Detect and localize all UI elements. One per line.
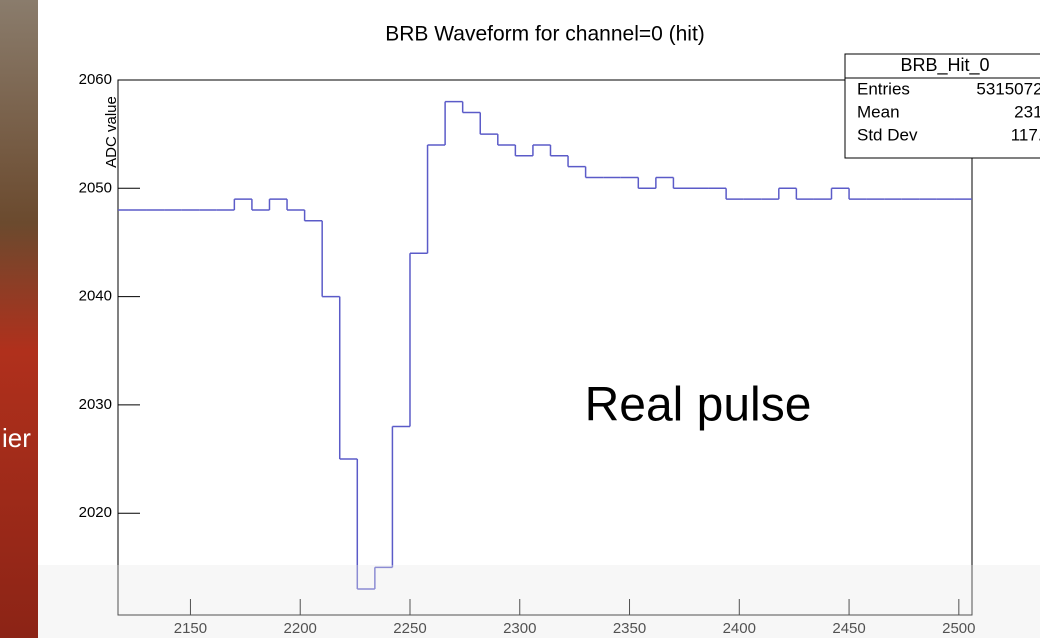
photo-caption: ier bbox=[2, 423, 31, 453]
stats-title: BRB_Hit_0 bbox=[900, 55, 989, 76]
stats-value: 117.8 bbox=[1011, 125, 1040, 144]
stats-value: 53150720 bbox=[976, 79, 1040, 98]
y-axis-label: ADC value bbox=[103, 96, 120, 168]
stats-value: 2312 bbox=[1014, 102, 1040, 121]
background-photo bbox=[0, 0, 38, 638]
plot-frame bbox=[118, 80, 972, 615]
stats-label: Entries bbox=[857, 79, 910, 98]
video-overlay bbox=[38, 565, 1040, 638]
y-tick-label: 2040 bbox=[79, 288, 112, 305]
annotation: Real pulse bbox=[585, 379, 812, 432]
y-tick-label: 2050 bbox=[79, 179, 112, 196]
y-tick-label: 2030 bbox=[79, 396, 112, 413]
stats-box: BRB_Hit_0 Entries 53150720 Mean 2312 Std Dev… bbox=[845, 54, 1040, 158]
stats-label: Std Dev bbox=[857, 125, 918, 144]
y-tick-label: 2020 bbox=[79, 504, 112, 521]
chart-title: BRB Waveform for channel=0 (hit) bbox=[385, 23, 705, 46]
chart: ier BRB Waveform for channel=0 (hit) ADC… bbox=[0, 0, 1040, 638]
y-tick-label: 2060 bbox=[79, 71, 112, 88]
page: {"video_caption_fragment": "ier", "chart… bbox=[0, 0, 1040, 638]
stats-label: Mean bbox=[857, 102, 900, 121]
